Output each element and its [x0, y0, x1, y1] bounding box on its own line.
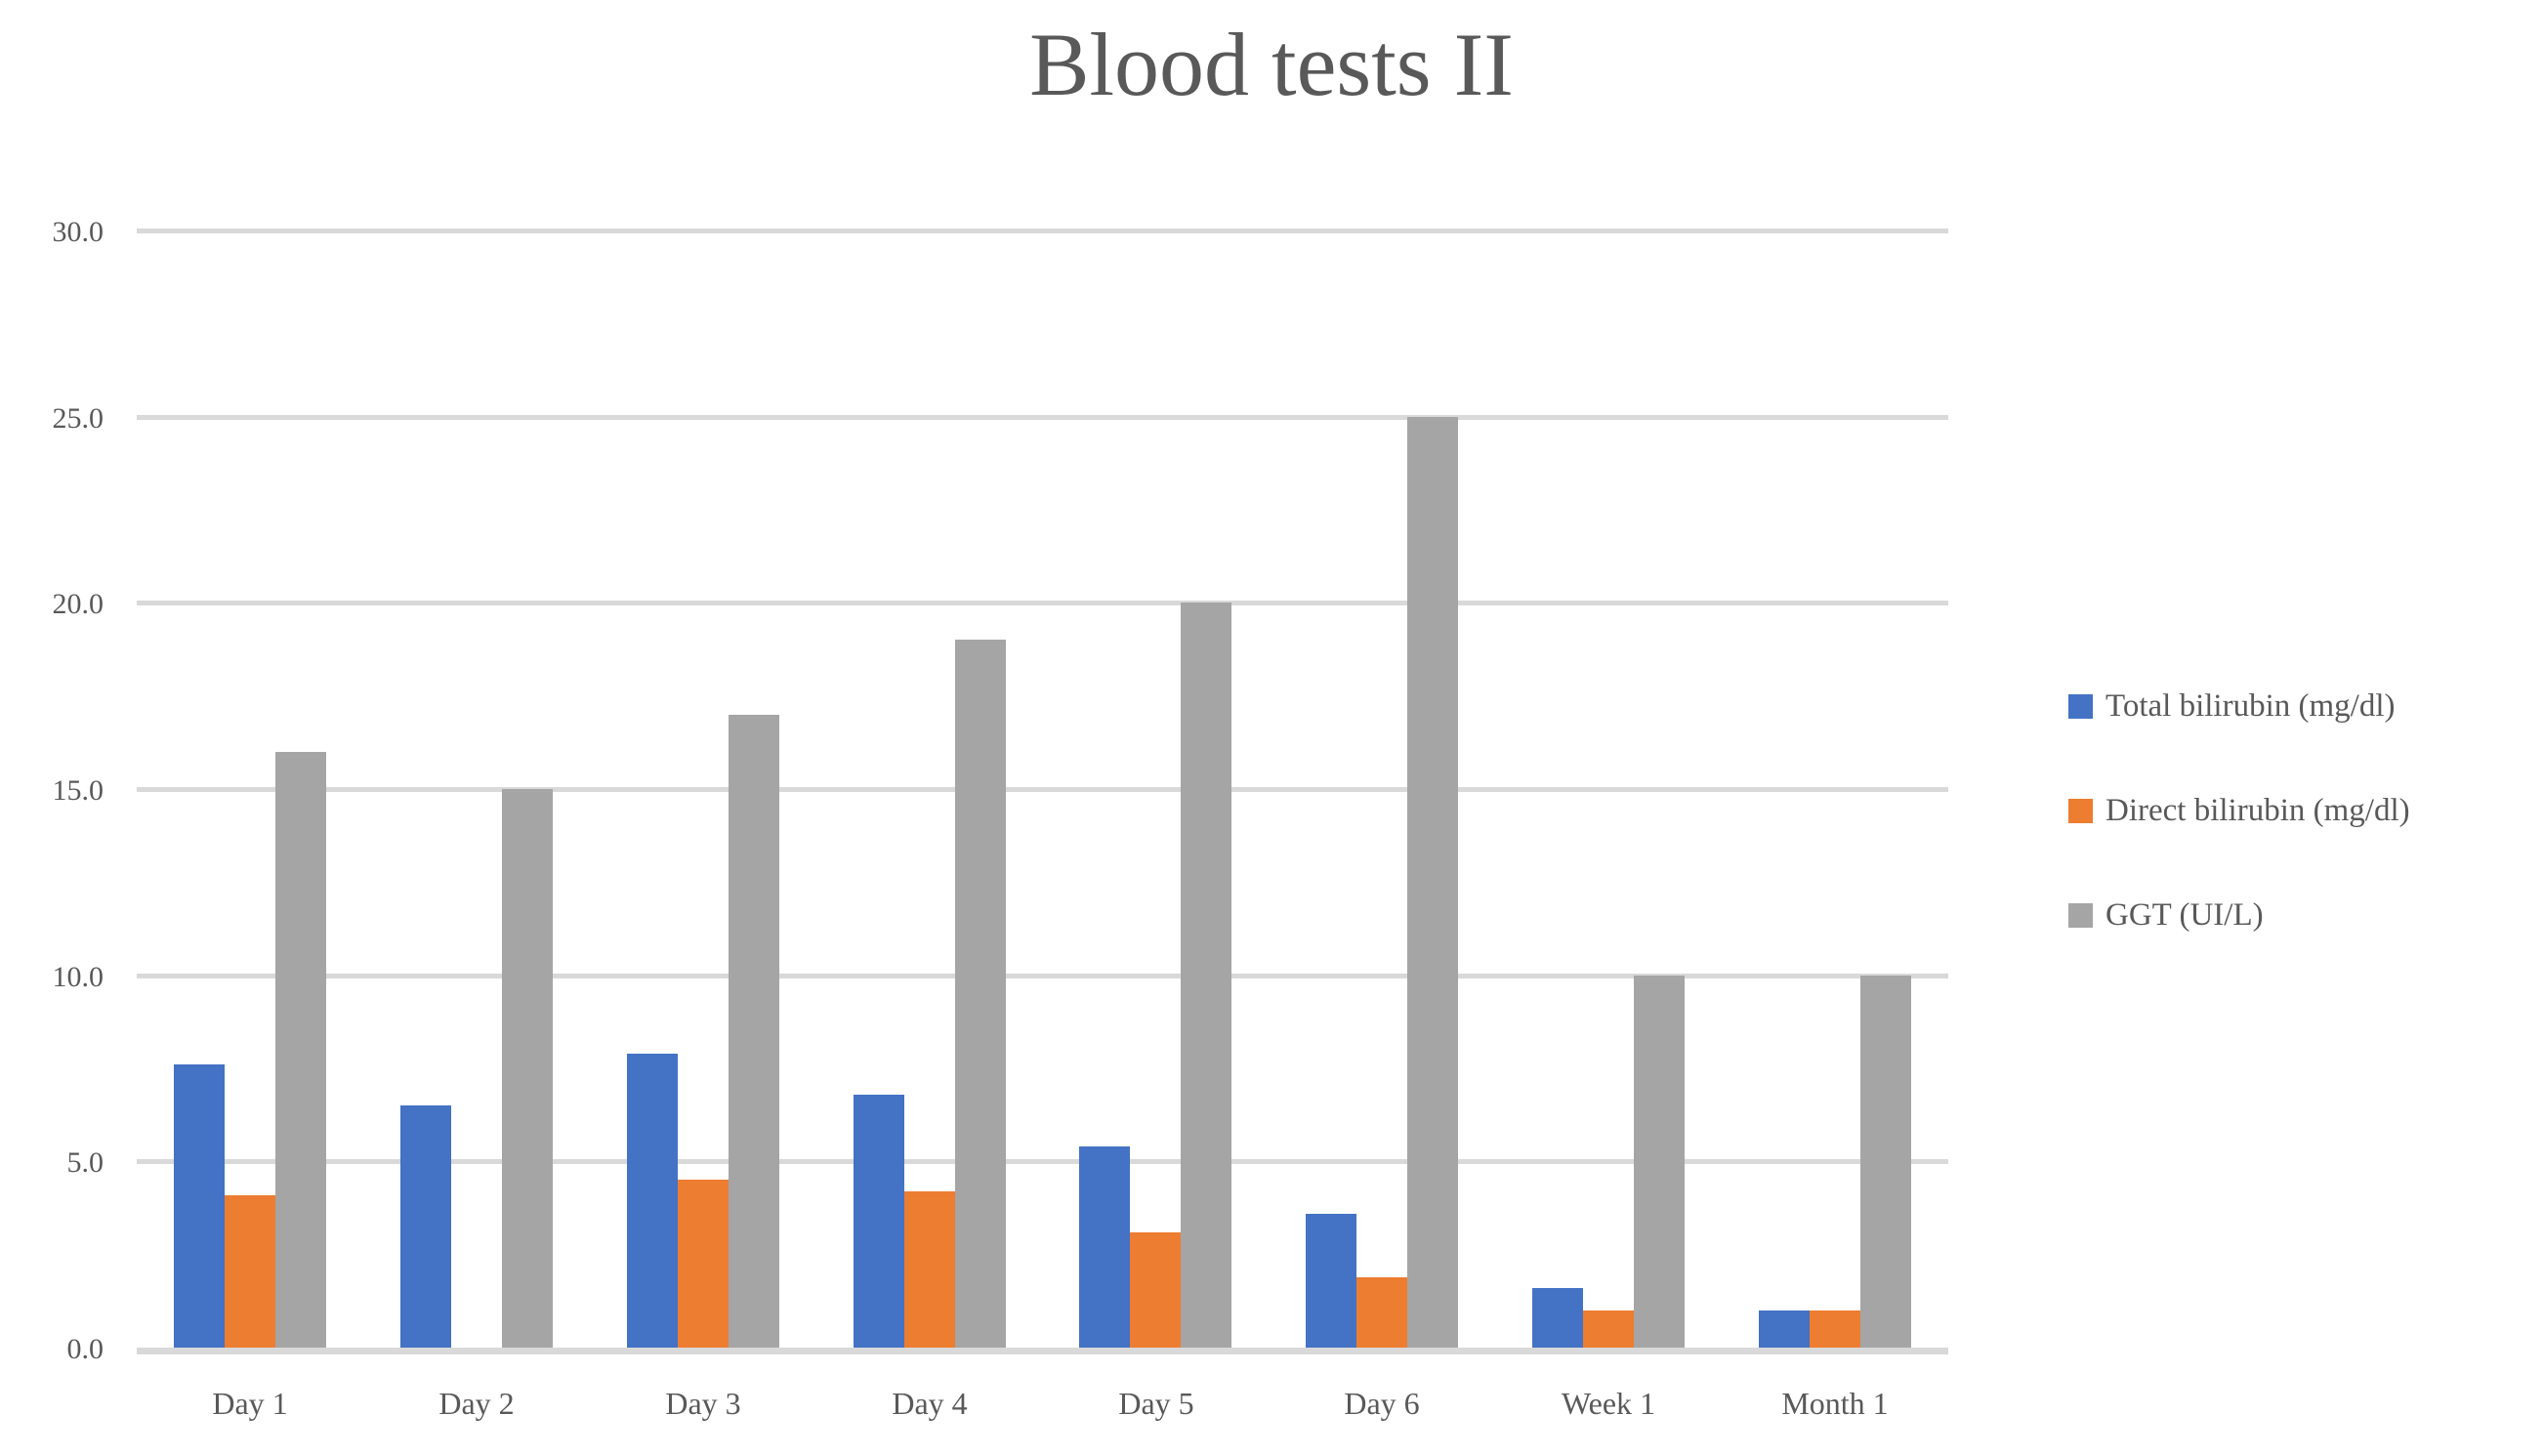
gridline-25: [137, 414, 1948, 420]
bar-ggt-day-3: [729, 715, 779, 1348]
y-tick-label-10: 10.0: [52, 961, 104, 993]
bar-ggt-month-1: [1860, 976, 1911, 1348]
x-category-label-day-5: Day 5: [1118, 1386, 1194, 1421]
y-tick-label-20: 20.0: [52, 588, 104, 620]
x-axis-line: [137, 1348, 1948, 1354]
bar-ggt-day-5: [1181, 603, 1231, 1348]
legend-color-swatch-total-bilirubin: [2068, 693, 2093, 719]
legend-label: GGT (UI/L): [2105, 896, 2264, 933]
gridline-15: [137, 787, 1948, 792]
bar-direct-bilirubin-day-5: [1130, 1232, 1181, 1348]
x-category-label-day-1: Day 1: [212, 1386, 288, 1421]
y-tick-label-30: 30.0: [52, 216, 104, 248]
bar-total-bilirubin-day-2: [400, 1105, 451, 1348]
bar-total-bilirubin-month-1: [1759, 1310, 1810, 1348]
y-tick-label-25: 25.0: [52, 402, 104, 435]
gridline-10: [137, 973, 1948, 978]
bar-total-bilirubin-day-1: [174, 1064, 225, 1348]
bar-ggt-week-1: [1634, 976, 1685, 1348]
legend-item-total-bilirubin: Total bilirubin (mg/dl): [2068, 684, 2395, 728]
bar-total-bilirubin-day-4: [854, 1095, 904, 1348]
legend-color-swatch-ggt: [2068, 902, 2093, 928]
bar-total-bilirubin-day-3: [627, 1054, 678, 1348]
bar-direct-bilirubin-month-1: [1810, 1310, 1860, 1348]
legend-label: Direct bilirubin (mg/dl): [2105, 792, 2410, 828]
y-tick-label-0: 0.0: [66, 1333, 104, 1365]
bar-total-bilirubin-day-5: [1079, 1146, 1130, 1348]
x-category-label-day-3: Day 3: [665, 1386, 741, 1421]
bar-direct-bilirubin-day-4: [904, 1191, 955, 1348]
bar-total-bilirubin-day-6: [1306, 1214, 1356, 1348]
bar-ggt-day-1: [275, 752, 326, 1348]
x-category-label-day-2: Day 2: [438, 1386, 515, 1421]
x-category-label-day-4: Day 4: [892, 1386, 968, 1421]
legend-label: Total bilirubin (mg/dl): [2105, 687, 2396, 724]
bar-direct-bilirubin-day-3: [678, 1180, 729, 1348]
chart-title: Blood tests II: [1029, 15, 1514, 114]
gridline-30: [137, 229, 1948, 233]
bar-ggt-day-4: [955, 640, 1006, 1348]
bar-direct-bilirubin-day-1: [225, 1195, 275, 1348]
bar-direct-bilirubin-week-1: [1583, 1310, 1634, 1348]
gridline-20: [137, 601, 1948, 606]
bar-ggt-day-2: [502, 789, 553, 1348]
y-tick-label-15: 15.0: [52, 774, 104, 807]
x-category-label-month-1: Month 1: [1781, 1386, 1889, 1421]
legend-color-swatch-direct-bilirubin: [2068, 798, 2093, 823]
y-tick-label-5: 5.0: [66, 1146, 104, 1179]
bar-total-bilirubin-week-1: [1532, 1288, 1583, 1348]
legend-item-ggt: GGT (UI/L): [2068, 893, 2264, 937]
legend-item-direct-bilirubin: Direct bilirubin (mg/dl): [2068, 788, 2410, 833]
gridline-5: [137, 1159, 1948, 1165]
x-category-label-day-6: Day 6: [1344, 1386, 1420, 1421]
bar-direct-bilirubin-day-6: [1356, 1277, 1407, 1348]
bar-ggt-day-6: [1407, 417, 1458, 1348]
x-category-label-week-1: Week 1: [1561, 1386, 1656, 1421]
plot-area: [137, 229, 1948, 1354]
